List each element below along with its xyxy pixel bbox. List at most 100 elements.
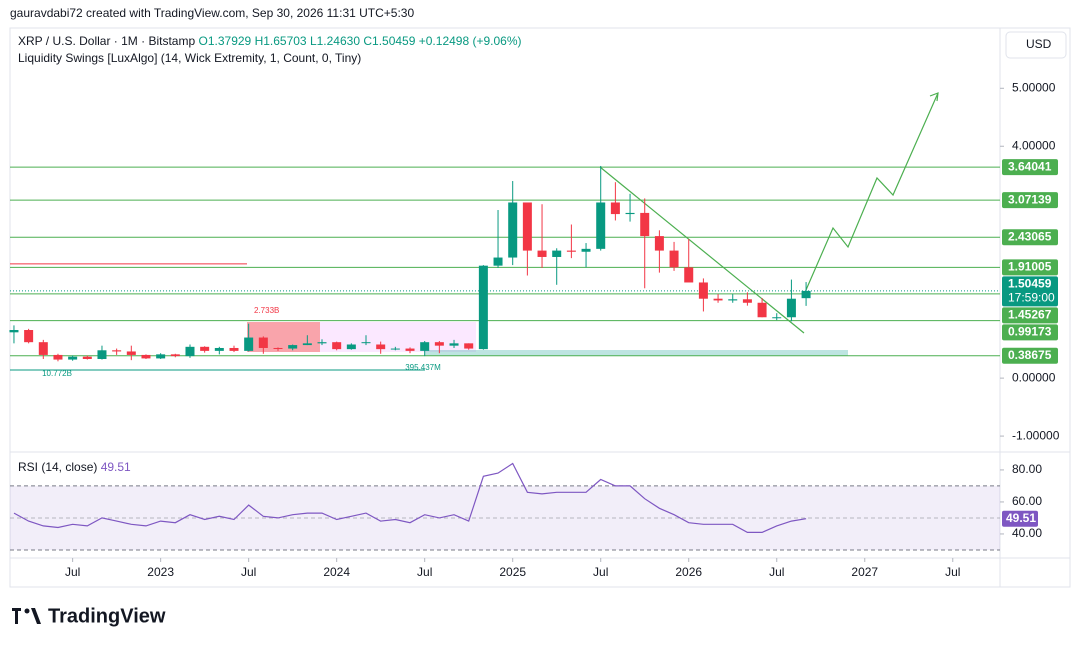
candle-body [698, 282, 708, 299]
x-tick-label: Jul [241, 565, 256, 579]
countdown: 17:59:00 [1008, 291, 1055, 305]
ohlc-value: C1.50459 [363, 34, 415, 48]
candle-body [537, 250, 547, 257]
candle-body [346, 344, 356, 350]
ohlc-value: H1.65703 [255, 34, 307, 48]
candle-body [552, 250, 562, 257]
rsi-legend: RSI (14, close) 49.51 [18, 460, 131, 474]
candle-body [112, 350, 122, 352]
candle-body [713, 298, 723, 301]
ohlc-value: L1.24630 [310, 34, 360, 48]
liquidity-zone [425, 350, 848, 356]
level-badge [1002, 324, 1058, 341]
y-tick-label: -1.00000 [1012, 428, 1060, 442]
candle-body [376, 344, 386, 350]
level-badge [1002, 307, 1058, 324]
badge-label: 2.43065 [1008, 229, 1052, 243]
projection-arrowhead [929, 92, 939, 102]
candle-body [9, 330, 19, 333]
candle-body [742, 299, 752, 303]
candle-body [156, 354, 166, 359]
x-tick-label: Jul [945, 565, 960, 579]
currency-button[interactable] [1005, 31, 1067, 59]
candle-body [97, 350, 107, 359]
indicator-legend: Liquidity Swings [LuxAlgo] (14, Wick Ext… [18, 51, 361, 65]
rsi-line [13, 462, 807, 533]
rsi-y-tick-label: 60.00 [1012, 494, 1042, 508]
liquidity-zone [247, 322, 320, 352]
x-tick-label: 2025 [499, 565, 526, 579]
candle-body [801, 290, 811, 299]
trend-line [599, 166, 805, 334]
candle-body [405, 348, 415, 351]
x-tick-label: 2023 [147, 565, 174, 579]
candle-body [38, 342, 48, 355]
candle-body [478, 265, 488, 350]
rsi-badge-label: 49.51 [1006, 511, 1036, 525]
level-badge [1002, 259, 1058, 276]
y-tick-label: 4.00000 [1012, 138, 1056, 152]
candle-body [185, 346, 195, 357]
rsi-y-tick-label: 80.00 [1012, 462, 1042, 476]
candle-body [772, 317, 782, 319]
level-badge [1002, 347, 1058, 364]
ohlc-value: O1.37929 [199, 34, 252, 48]
candle-body [434, 342, 444, 346]
level-badge [1002, 192, 1058, 209]
candle-body [141, 354, 151, 359]
candle-body [361, 342, 371, 344]
candle-body [684, 267, 694, 283]
logo-mark [24, 608, 30, 614]
badge-label: 1.50459 [1008, 277, 1052, 291]
candle-body [640, 212, 650, 237]
symbol-title: XRP / U.S. Dollar · 1M · Bitstamp [18, 34, 195, 48]
candle-body [317, 342, 327, 344]
badge-label: 0.38675 [1008, 348, 1052, 362]
candle-body [596, 202, 606, 249]
badge-label: 0.99173 [1008, 325, 1052, 339]
candle-body [449, 343, 459, 346]
candle-body [786, 298, 796, 318]
candle-body [244, 337, 254, 351]
level-badge [1002, 159, 1058, 176]
candle-body [566, 250, 576, 252]
candle-body [126, 351, 136, 355]
rsi-title: RSI (14, close) [18, 460, 97, 474]
logo-text: TradingView [48, 605, 166, 627]
candle-body [68, 356, 78, 360]
candle-body [258, 337, 268, 348]
candle-body [170, 354, 180, 357]
candle-body [302, 343, 312, 346]
last-price-badge [1002, 276, 1058, 307]
annotation: 10.772B [42, 369, 72, 378]
candle-body [508, 202, 518, 258]
candle-body [332, 342, 342, 350]
candle-body [610, 202, 620, 215]
candle-body [669, 250, 679, 268]
level-badge [1002, 229, 1058, 246]
candle-body [728, 299, 738, 301]
projection-path [805, 92, 939, 291]
rsi-badge [1002, 510, 1038, 527]
logo-mark [15, 608, 18, 624]
x-tick-label: Jul [65, 565, 80, 579]
badge-label: 3.07139 [1008, 192, 1052, 206]
x-tick-label: Jul [417, 565, 432, 579]
attribution: gauravdabi72 created with TradingView.co… [10, 6, 414, 20]
rsi-y-tick-label: 40.00 [1012, 526, 1042, 540]
annotation: 2.733B [254, 306, 279, 315]
candle-body [273, 347, 283, 349]
candle-body [464, 343, 474, 349]
candle-body [229, 347, 239, 351]
candle-body [214, 347, 224, 351]
candle-body [288, 345, 298, 349]
candle-body [420, 342, 430, 351]
symbol-legend: XRP / U.S. Dollar · 1M · Bitstamp O1.379… [18, 34, 522, 48]
candle-body [53, 354, 63, 360]
x-tick-label: Jul [593, 565, 608, 579]
x-tick-label: Jul [769, 565, 784, 579]
x-tick-label: 2027 [851, 565, 878, 579]
candle-body [625, 212, 635, 215]
candle-body [82, 356, 92, 359]
